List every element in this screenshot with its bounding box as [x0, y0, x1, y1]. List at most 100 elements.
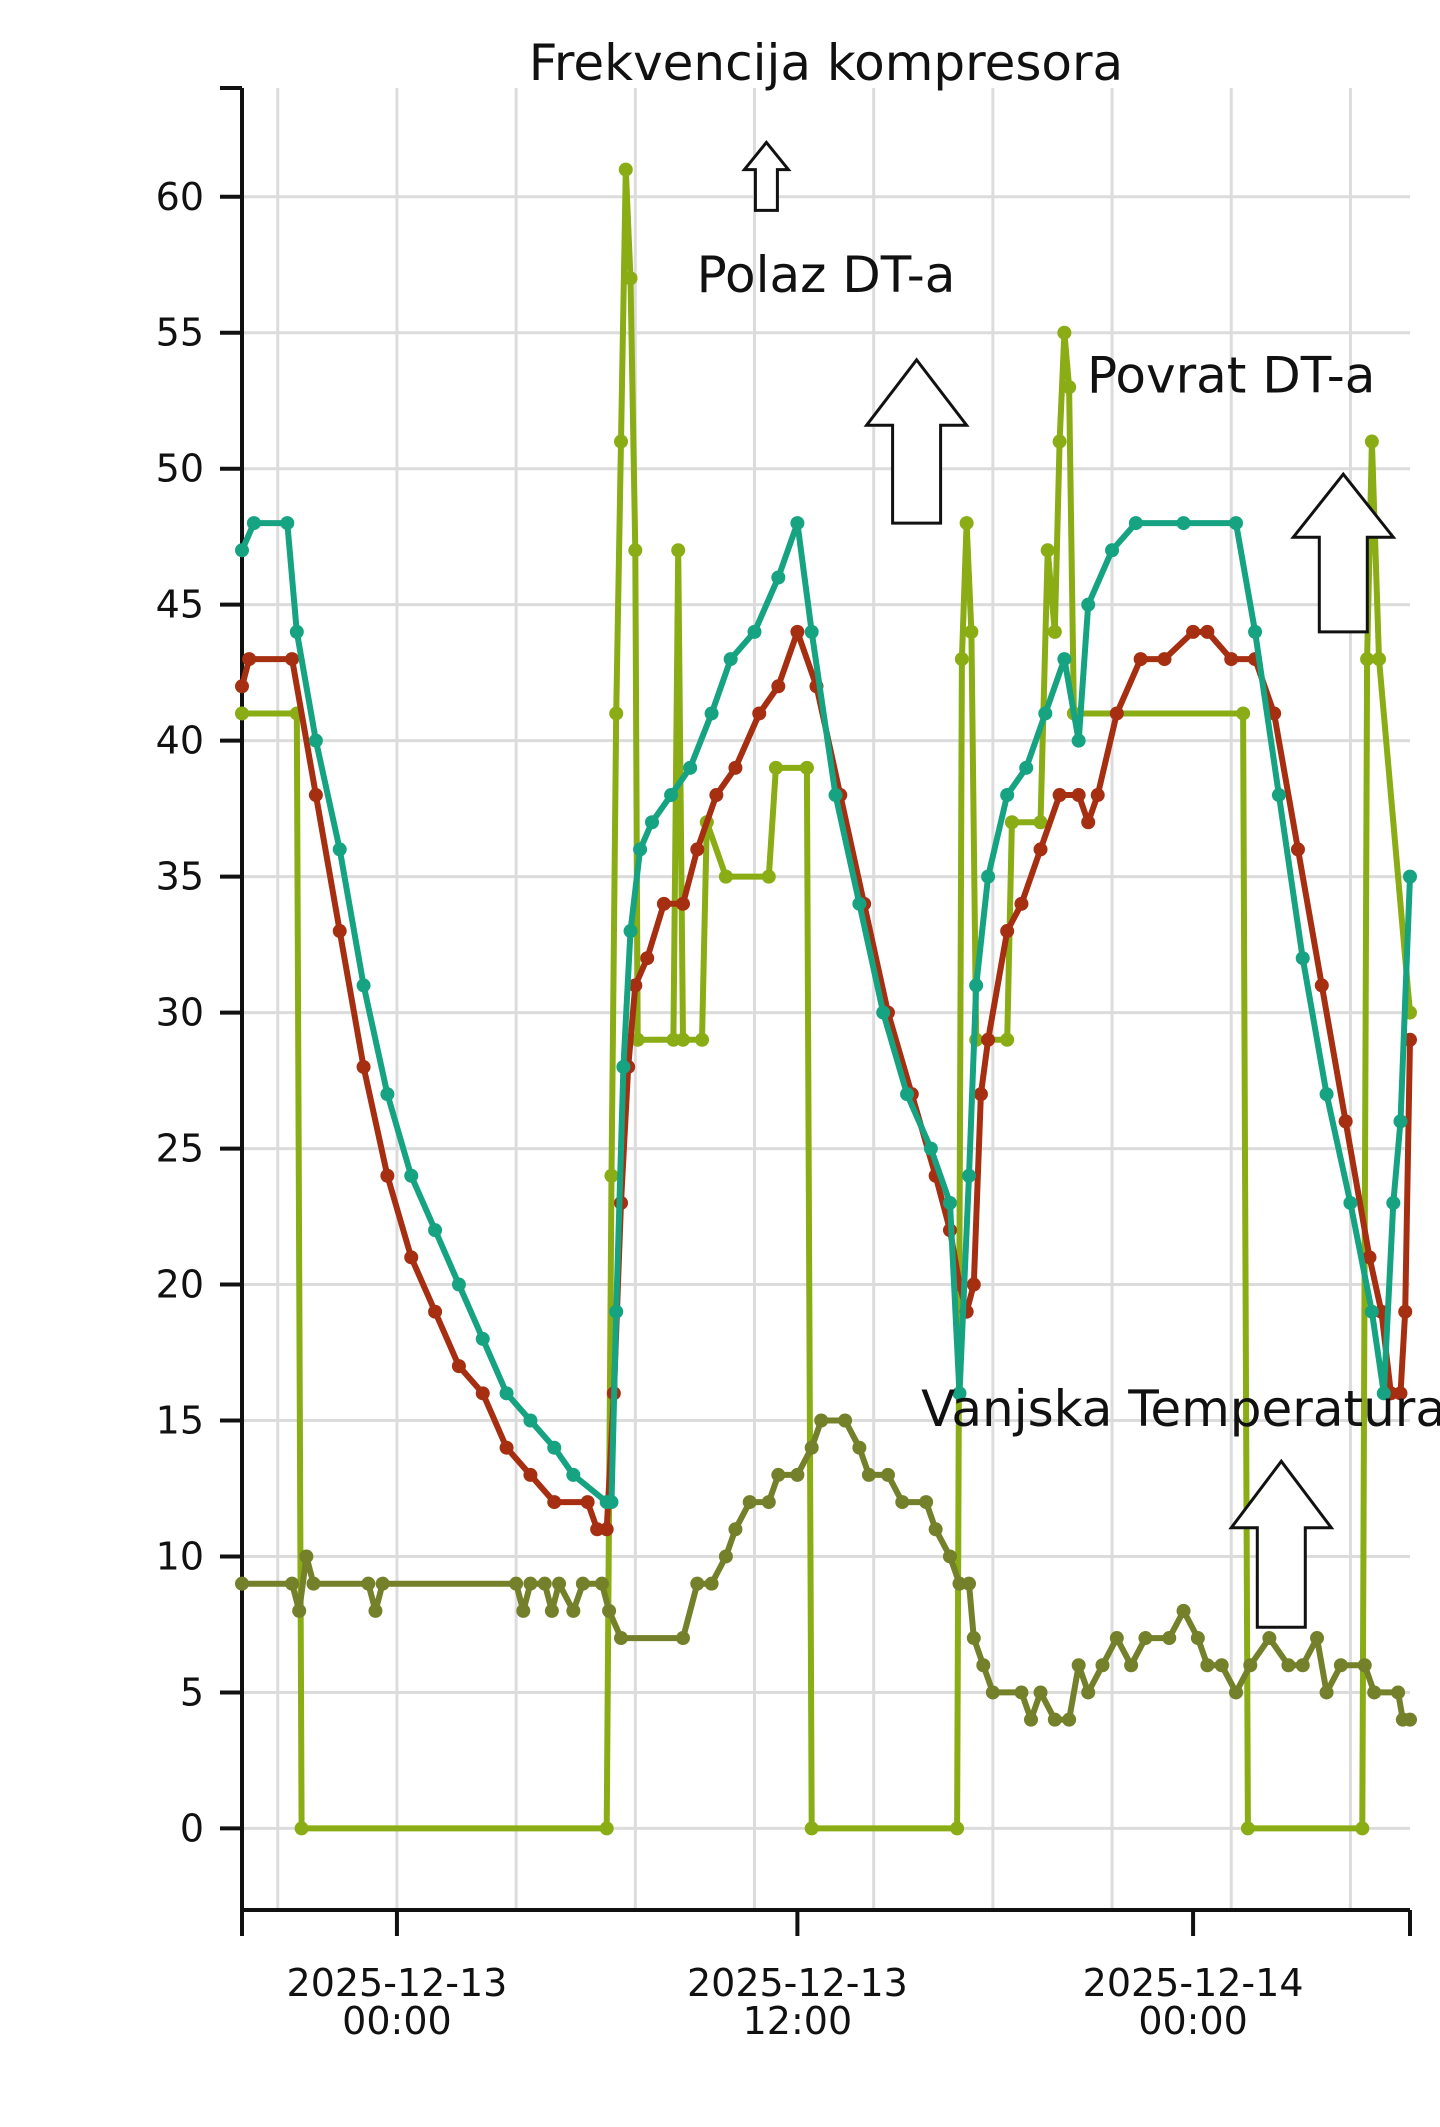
y-tick-label: 35: [156, 855, 204, 899]
data-point: [1157, 652, 1172, 667]
data-point: [1393, 1386, 1408, 1401]
data-point: [675, 896, 690, 911]
data-point: [294, 1821, 309, 1836]
data-point: [1081, 815, 1096, 830]
data-point: [1000, 924, 1015, 939]
data-point: [1014, 896, 1029, 911]
grid: [242, 88, 1410, 1910]
data-point: [761, 1495, 776, 1510]
data-point: [599, 1522, 614, 1537]
data-point: [235, 706, 249, 721]
data-point: [475, 1331, 490, 1346]
data-point: [289, 624, 304, 639]
data-point: [1090, 788, 1105, 803]
annotation-label: Vanjska Temperatura: [921, 1380, 1440, 1438]
annotation-label: Frekvencija kompresora: [529, 34, 1123, 92]
data-point: [1071, 788, 1086, 803]
x-tick-label-time: 00:00: [342, 1999, 452, 2043]
data-point: [630, 1032, 645, 1047]
data-point: [280, 516, 295, 531]
data-point: [1033, 1685, 1048, 1700]
data-point: [451, 1359, 466, 1374]
data-point: [368, 1603, 383, 1618]
data-point: [723, 652, 738, 667]
data-point: [451, 1277, 466, 1292]
data-point: [952, 1386, 967, 1401]
data-point: [959, 516, 974, 531]
data-point: [499, 1440, 514, 1455]
data-point: [1133, 652, 1148, 667]
data-point: [804, 1440, 819, 1455]
data-point: [709, 788, 724, 803]
data-point: [599, 1821, 614, 1836]
data-point: [814, 1413, 829, 1428]
data-point: [1248, 624, 1263, 639]
data-point: [966, 1631, 981, 1646]
data-point: [1062, 1712, 1077, 1727]
data-point: [594, 1576, 609, 1591]
data-point: [1057, 325, 1072, 340]
data-point: [1295, 951, 1310, 966]
arrow-group: [741, 140, 1397, 1629]
data-point: [523, 1413, 538, 1428]
data-point: [308, 788, 323, 803]
data-point: [604, 1495, 619, 1510]
data-point: [1391, 1685, 1406, 1700]
x-tick-label-time: 00:00: [1138, 1999, 1248, 2043]
y-tick-label: 50: [156, 447, 204, 491]
data-point: [804, 1821, 819, 1836]
data-point: [1360, 652, 1375, 667]
data-point: [1162, 1631, 1177, 1646]
data-point: [752, 706, 767, 721]
data-point: [1228, 1685, 1243, 1700]
data-point: [1362, 1250, 1377, 1265]
data-point: [1295, 1658, 1310, 1673]
x-tick-label-date: 2025-12-14: [1083, 1961, 1304, 2005]
data-point: [1186, 624, 1201, 639]
data-point: [566, 1603, 581, 1618]
data-point: [976, 1658, 991, 1673]
data-point: [790, 1467, 805, 1482]
data-point: [656, 896, 671, 911]
data-point: [718, 1549, 733, 1564]
x-tick-label-date: 2025-12-13: [287, 1961, 508, 2005]
data-point: [1343, 1195, 1358, 1210]
data-point: [683, 760, 698, 775]
data-point: [861, 1467, 876, 1482]
x-tick-label-date: 2025-12-13: [687, 1961, 908, 2005]
data-point: [1333, 1658, 1348, 1673]
data-point: [747, 624, 762, 639]
data-point: [880, 1467, 895, 1482]
data-point: [544, 1603, 559, 1618]
data-point: [1403, 1712, 1417, 1727]
data-point: [644, 815, 659, 830]
data-point: [356, 978, 371, 993]
data-point: [1393, 1114, 1408, 1129]
data-point: [1236, 706, 1251, 721]
y-tick-label: 25: [156, 1127, 204, 1171]
data-point: [1364, 1304, 1379, 1319]
data-point: [428, 1223, 443, 1238]
data-point: [628, 978, 643, 993]
data-point: [1240, 1821, 1255, 1836]
data-point: [671, 543, 686, 558]
data-point: [308, 733, 323, 748]
data-point: [1176, 1603, 1191, 1618]
series-group: [235, 162, 1417, 1836]
data-point: [1081, 597, 1096, 612]
data-point: [1267, 706, 1282, 721]
data-point: [895, 1495, 910, 1510]
data-point: [981, 1032, 996, 1047]
data-point: [1200, 624, 1215, 639]
y-tick-label: 60: [156, 175, 204, 219]
data-point: [1338, 1114, 1353, 1129]
data-point: [1367, 1685, 1382, 1700]
data-point: [852, 896, 867, 911]
data-point: [1033, 815, 1048, 830]
data-point: [1062, 380, 1077, 395]
data-point: [1190, 1631, 1205, 1646]
axes: 0510152025303540455055602025-12-1300:002…: [156, 86, 1412, 2043]
data-point: [962, 1576, 977, 1591]
data-point: [1000, 788, 1015, 803]
data-point: [1128, 516, 1143, 531]
